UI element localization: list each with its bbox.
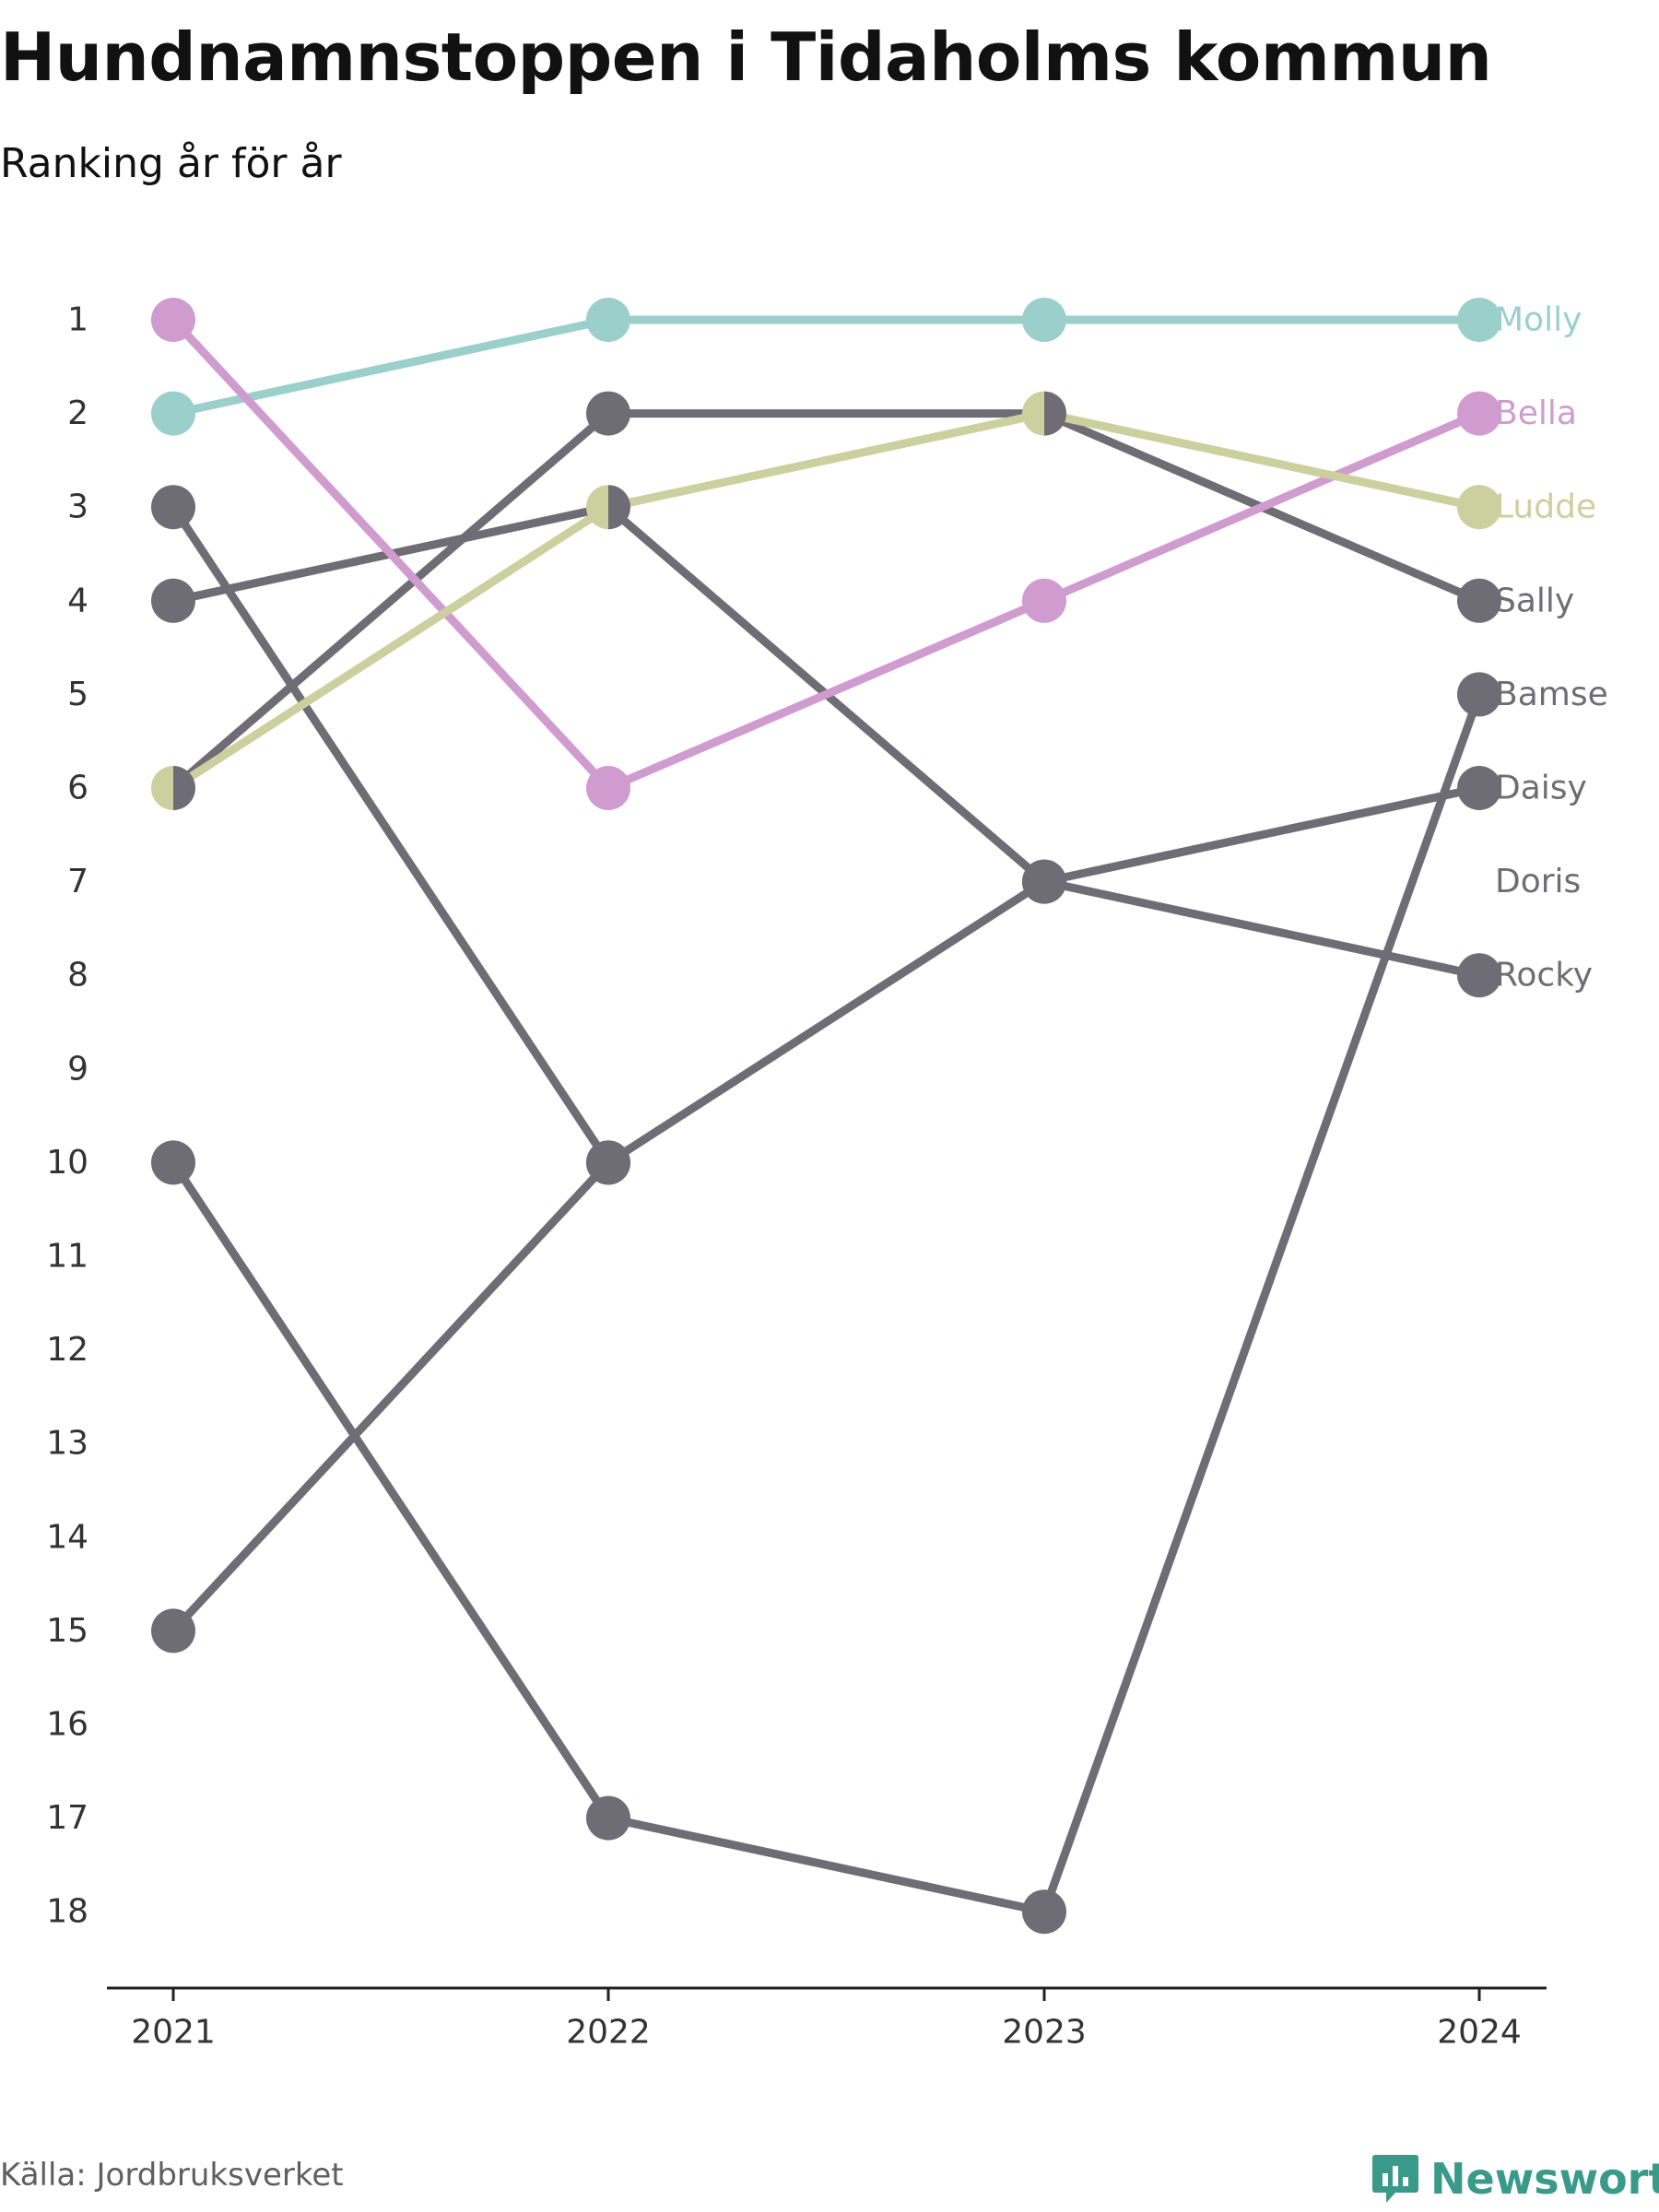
point-bamse [586,1795,630,1841]
point-sally [173,766,195,810]
x-axis: 2021 2022 2023 2024 [107,1986,1547,2052]
series-line-doris [169,502,1484,980]
point-daisy [1457,766,1501,810]
chart-subtitle: Ranking år för år [0,140,342,187]
y-tick-label: 18 [46,1893,88,1931]
point-ludde [586,485,608,530]
series-label-ludde: Ludde [1495,488,1596,526]
x-tick-label: 2021 [131,2014,216,2052]
x-tick-label: 2022 [566,2014,651,2052]
y-tick-label: 1 [67,301,88,339]
series-label-bella: Bella [1495,394,1577,432]
point-ludde [1022,391,1044,436]
point-doris [608,485,630,530]
point-bamse [151,1140,195,1185]
y-tick-label: 3 [67,488,88,526]
brand-name: Newsworthy [1430,2154,1659,2204]
point-sally [1457,578,1501,623]
point-molly [586,298,630,342]
source-note: Källa: Jordbruksverket [0,2157,344,2194]
y-tick-label: 7 [67,863,88,900]
point-daisy [151,1608,195,1653]
newsworthy-logo-icon [1372,2155,1418,2203]
point-bamse [1457,672,1501,717]
series-label-molly: Molly [1495,301,1582,339]
y-tick-label: 12 [46,1331,88,1369]
series-label-doris: Doris [1495,863,1581,900]
point-bella [151,298,195,342]
point-bella [586,766,630,810]
y-tick-label: 10 [46,1144,88,1182]
y-tick-label: 6 [67,770,88,807]
point-ludde [1457,485,1501,530]
point-rocky [151,485,195,530]
series-line-daisy [169,783,1484,1635]
series-line-molly [169,315,1484,418]
y-tick-label: 17 [46,1799,88,1837]
point-rocky [586,1140,630,1185]
brand-logo: Newsworthy [1371,2153,1659,2205]
x-tick-label: 2024 [1437,2014,1522,2052]
chart-title: Hundnamnstoppen i Tidaholms kommun [0,18,1492,96]
y-tick-label: 16 [46,1706,88,1744]
x-tick-label: 2023 [1002,2014,1087,2052]
y-tick-label: 2 [67,394,88,432]
series-line-bamse [169,689,1484,1916]
y-tick-label: 15 [46,1612,88,1650]
point-doris [151,578,195,623]
point-bamse [1022,1889,1066,1935]
series-line-ludde [169,409,1484,793]
series-points [151,298,1501,1935]
y-tick-label: 5 [67,676,88,713]
series-lines [169,315,1484,1916]
y-tick-label: 14 [46,1518,88,1556]
point-sally [1044,391,1066,436]
point-doris [1457,953,1501,998]
series-line-sally [169,409,1484,793]
point-molly [151,391,195,436]
series-line-rocky [169,502,613,1167]
y-tick-label: 13 [46,1425,88,1463]
point-bella [1457,391,1501,436]
point-ludde [151,766,173,810]
series-label-bamse: Bamse [1495,676,1608,713]
point-molly [1457,298,1501,342]
series-line-bella [169,315,1484,793]
y-tick-label: 11 [46,1238,88,1276]
y-tick-label: 8 [67,957,88,994]
point-sally [586,391,630,436]
y-tick-label: 9 [67,1050,88,1088]
series-end-labels: Molly Bella Ludde Sally Bamse Daisy Doris Rocky [1495,301,1608,994]
point-doris [1022,859,1066,904]
series-label-daisy: Daisy [1495,770,1587,807]
point-bella [1022,578,1066,623]
y-tick-label: 4 [67,582,88,619]
series-label-sally: Sally [1495,582,1574,619]
point-molly [1022,298,1066,342]
series-label-rocky: Rocky [1495,957,1593,994]
